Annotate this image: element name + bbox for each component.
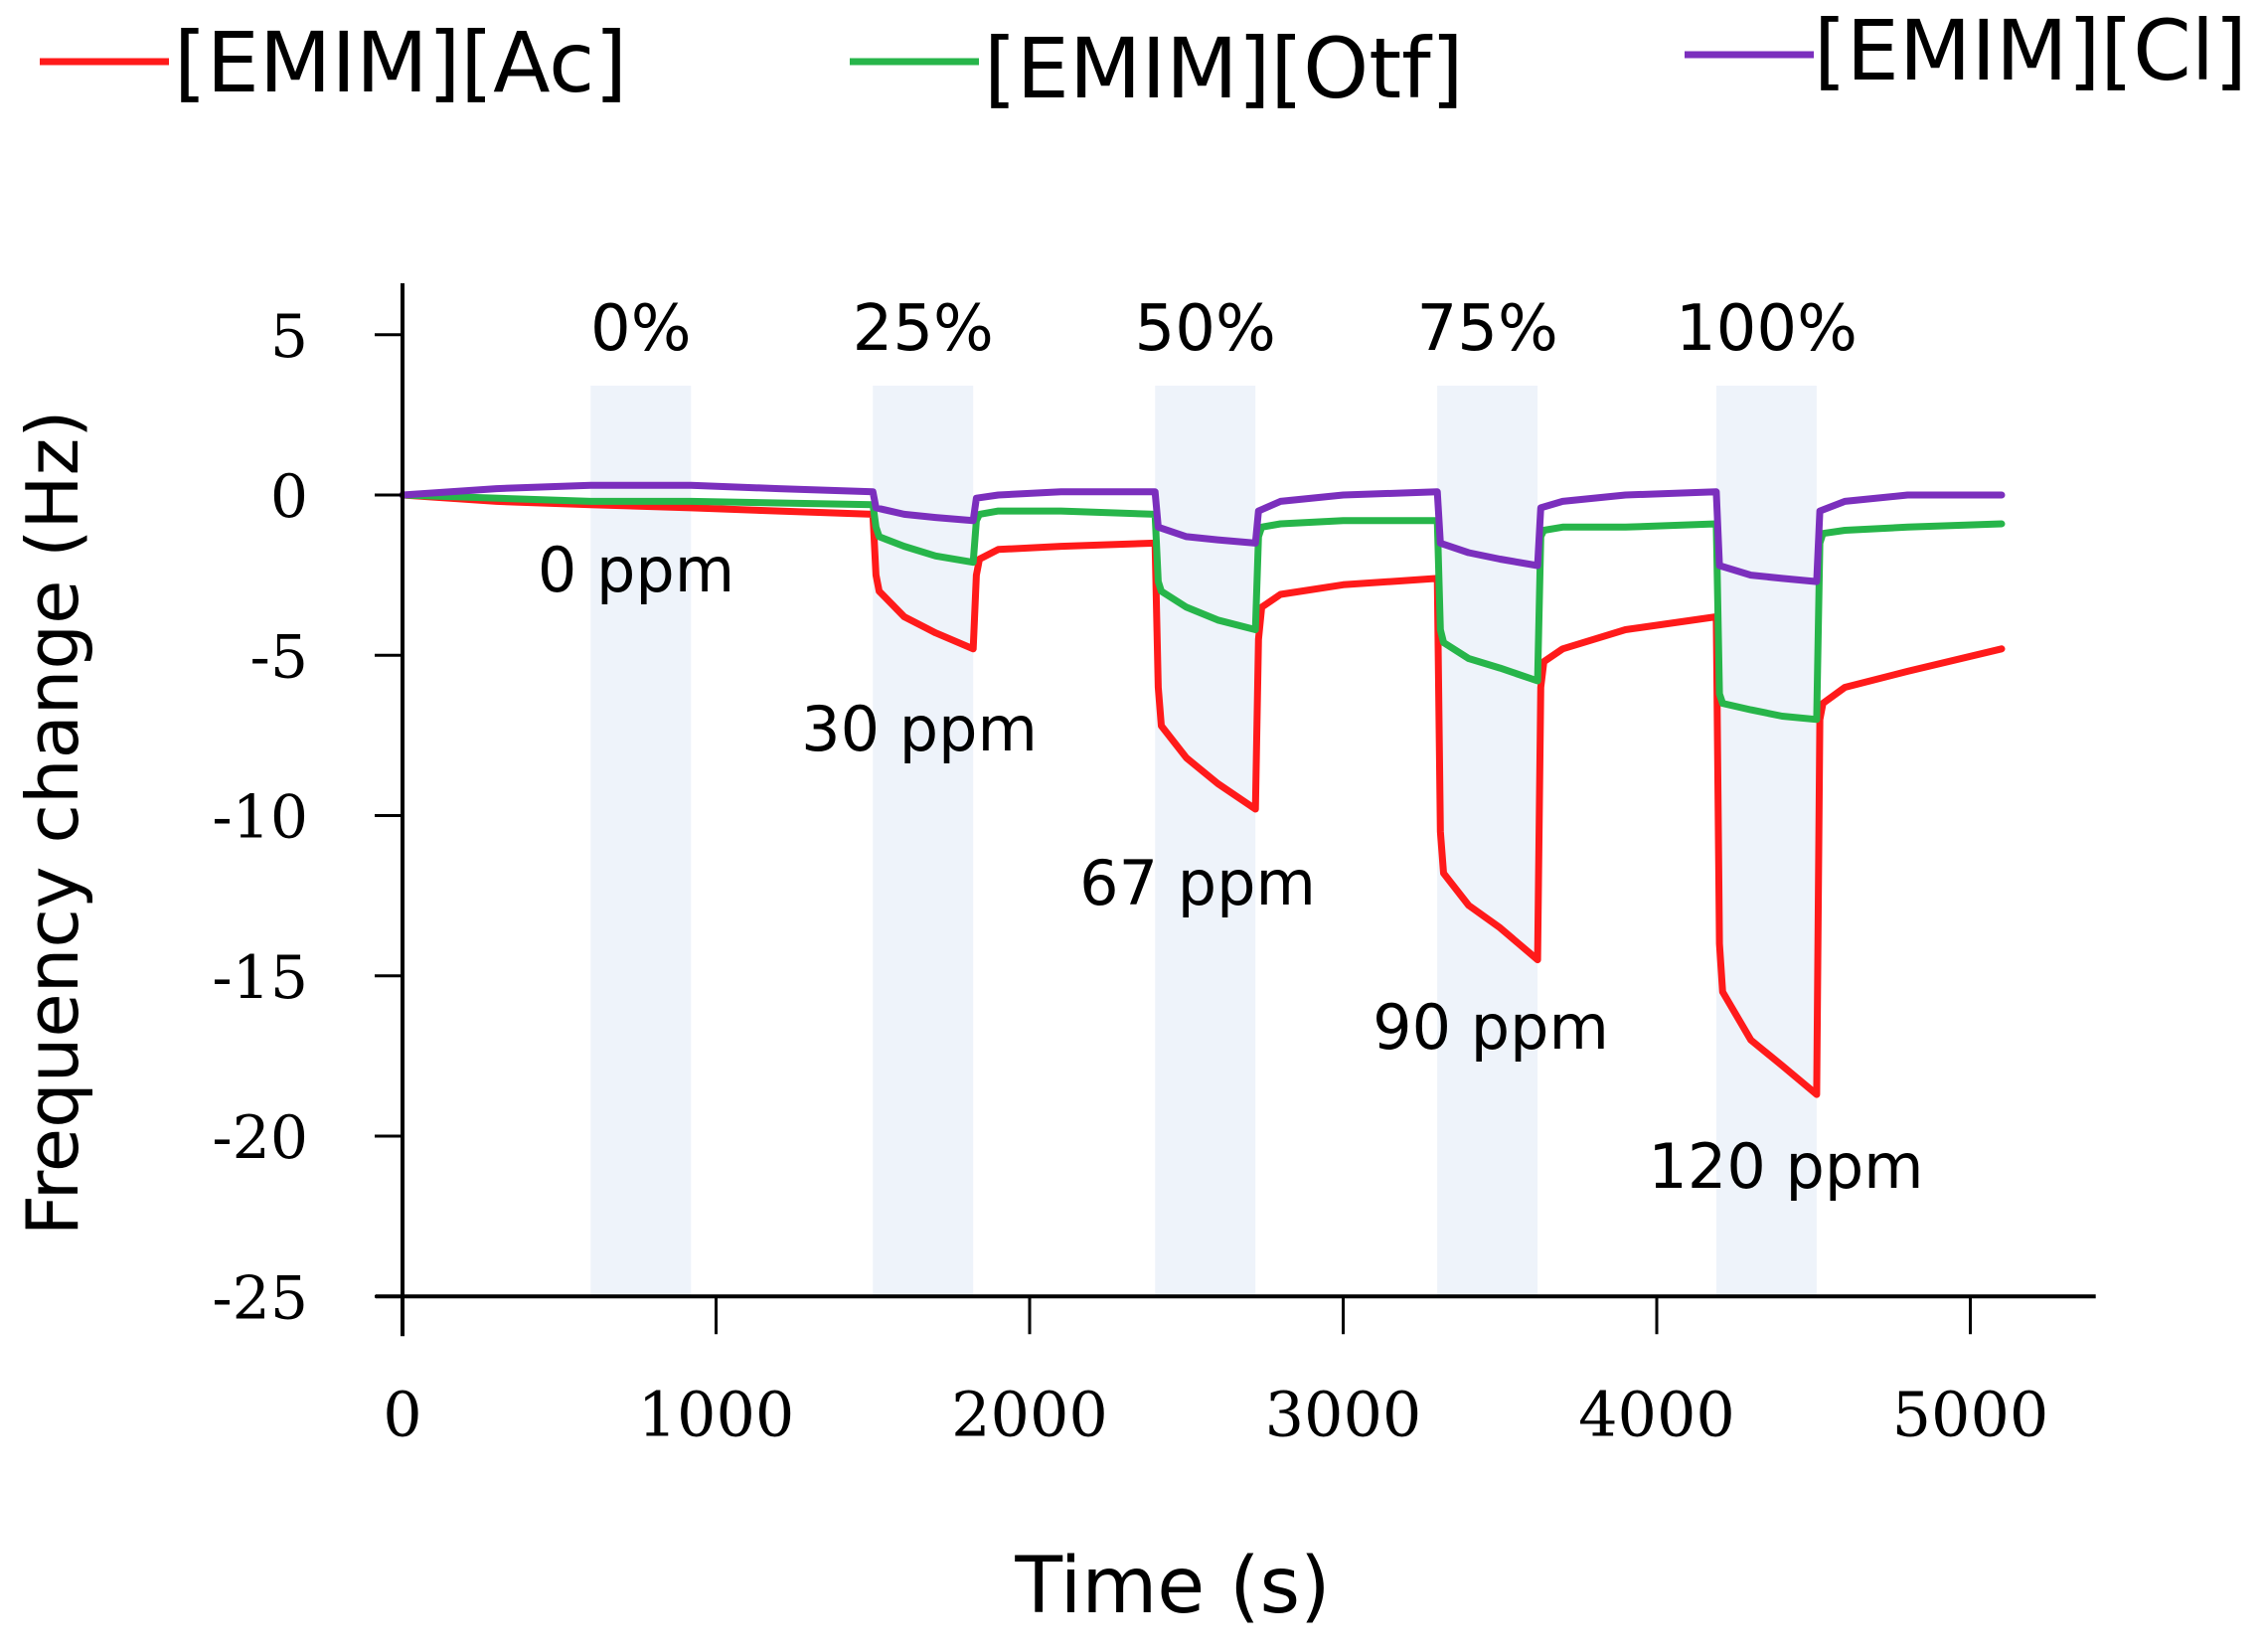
series-line-0 [399,491,2006,1098]
legend-label-0: [EMIM][Ac] [174,14,627,111]
exposure-band-3 [1437,386,1538,1297]
humidity-label-1: 25% [853,292,994,366]
y-tick-label: -20 [212,1103,308,1173]
humidity-label-2: 50% [1135,292,1276,366]
humidity-label-4: 100% [1676,292,1858,366]
y-tick-label: 0 [270,462,308,532]
legend-label-2: [EMIM][Cl] [1814,2,2247,99]
axes: 5 0 -5 -10 -15 -20 -25 0 1000 2000 3000 4000 5000 [212,283,2096,1450]
concentration-label-0: 0 ppm [538,534,734,606]
y-tick-label: -10 [212,783,308,853]
x-tick-label: 0 [383,1378,421,1450]
humidity-label-3: 75% [1417,292,1558,366]
y-tick-label: 5 [270,302,308,372]
exposure-band-4 [1715,386,1817,1297]
y-axis-label: Frequency change (Hz) [11,411,94,1237]
series-line-1 [399,491,2006,724]
y-tick-label: -5 [250,622,308,692]
x-tick-label: 3000 [1265,1378,1422,1450]
legend-label-1: [EMIM][Otf] [984,20,1464,117]
x-tick-label: 2000 [951,1378,1108,1450]
annotations: 0% 0 ppm 25% 30 ppm 50% 67 ppm 75% 90 ppm 100% 12… [538,292,1924,1203]
exposure-band-2 [1155,386,1256,1297]
humidity-label-0: 0% [590,292,692,366]
x-tick-label: 4000 [1578,1378,1735,1450]
y-tick-label: -15 [212,943,308,1013]
concentration-label-4: 120 ppm [1648,1130,1923,1203]
exposure-bands [590,386,1817,1297]
x-tick-label: 1000 [638,1378,795,1450]
concentration-label-1: 30 ppm [801,693,1038,765]
exposure-band-0 [590,386,692,1297]
concentration-label-2: 67 ppm [1079,847,1316,919]
concentration-label-3: 90 ppm [1373,991,1609,1064]
y-tick-label: -25 [212,1263,308,1333]
series-line-2 [399,481,2006,585]
x-tick-label: 5000 [1892,1378,2049,1450]
x-axis-label: Time (s) [1014,1542,1330,1631]
series-layer [399,481,2006,1098]
legend: [EMIM][Ac] [EMIM][Otf] [EMIM][Cl] [40,2,2247,117]
